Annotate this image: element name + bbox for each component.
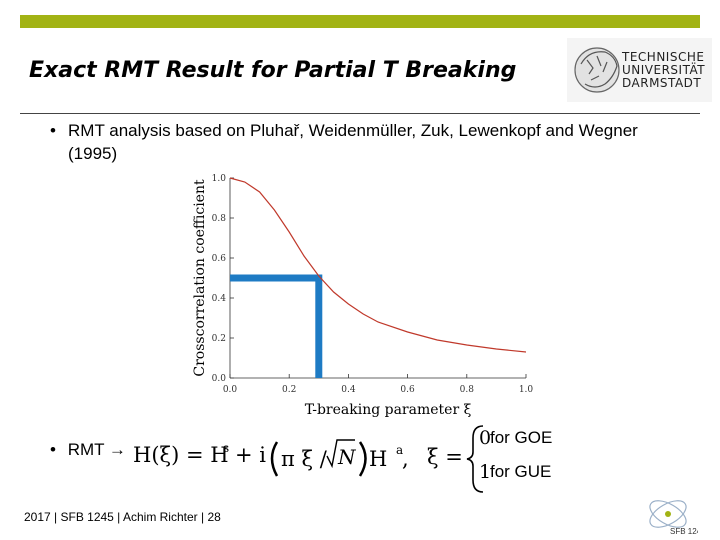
athena-head-icon [567, 38, 712, 102]
y-tick-label: 0.6 [212, 254, 227, 264]
formula-plus-i: + i [235, 443, 266, 467]
sfb-logo-text: SFB 1245 [670, 527, 698, 536]
x-tick-label: 0.2 [282, 385, 296, 395]
y-tick-label: 0.4 [212, 294, 227, 304]
title-divider [20, 113, 700, 114]
formula-comma: , [402, 447, 409, 471]
series-line [229, 177, 527, 353]
formula-sup-s: s [223, 441, 229, 455]
hamiltonian-formula: H(ξ) = H s + i π ξ / N H a , ξ = 0 for G… [133, 425, 552, 493]
formula-xi-eq: ξ = [427, 445, 463, 469]
accent-bar [20, 15, 700, 28]
case-0-text: for GOE [490, 428, 552, 447]
y-tick-label: 1.0 [212, 174, 227, 184]
bullet-text: RMT analysis based on Pluhař, Weidenmüll… [68, 121, 638, 163]
formula-ha: H [369, 447, 387, 471]
right-paren [358, 441, 367, 477]
bullet-symbol: • [50, 121, 56, 140]
left-paren [270, 441, 279, 477]
x-tick-label: 0.0 [223, 385, 238, 395]
case-brace [466, 425, 484, 493]
y-axis-label: Crosscorrelation coefficient [192, 179, 208, 377]
sfb-1245-icon: SFB 1245 [649, 500, 698, 536]
bullet-rmt: • RMT → [50, 440, 126, 460]
y-tick-label: 0.0 [212, 374, 227, 384]
formula-sup-a: a [396, 443, 403, 457]
formula-lhs: H(ξ) = H [133, 443, 229, 467]
x-axis-label: T-breaking parameter ξ [305, 402, 472, 418]
x-tick-label: 0.8 [460, 385, 475, 395]
x-tick-label: 0.6 [400, 385, 415, 395]
x-tick-label: 0.4 [341, 385, 356, 395]
slide-title: Exact RMT Result for Partial T Breaking [29, 58, 517, 83]
logo-line-1: TECHNISCHE [622, 50, 705, 64]
university-logo-text: TECHNISCHE UNIVERSITÄT DARMSTADT [622, 51, 705, 90]
bullet-text: RMT → [67, 440, 126, 459]
y-tick-label: 0.2 [212, 334, 226, 344]
sqrt-symbol [326, 439, 355, 469]
crosscorrelation-chart: 0.0 0.2 0.4 0.6 0.8 1.0 0.0 0.2 0.4 0.6 0.8 1.0 T-br… [192, 174, 534, 418]
logo-line-2: UNIVERSITÄT [622, 63, 706, 77]
case-0-num: 0 [479, 427, 491, 449]
logo-line-3: DARMSTADT [622, 76, 702, 90]
formula-pi-xi: π ξ / [281, 447, 328, 471]
bullet-symbol: • [50, 440, 56, 459]
y-tick-label: 0.8 [212, 214, 227, 224]
case-1-num: 1 [479, 461, 491, 483]
formula-n: N [337, 445, 357, 469]
slide-footer: 2017 | SFB 1245 | Achim Richter | 28 [24, 510, 221, 524]
x-tick-label: 1.0 [519, 385, 534, 395]
case-1-text: for GUE [490, 462, 551, 481]
